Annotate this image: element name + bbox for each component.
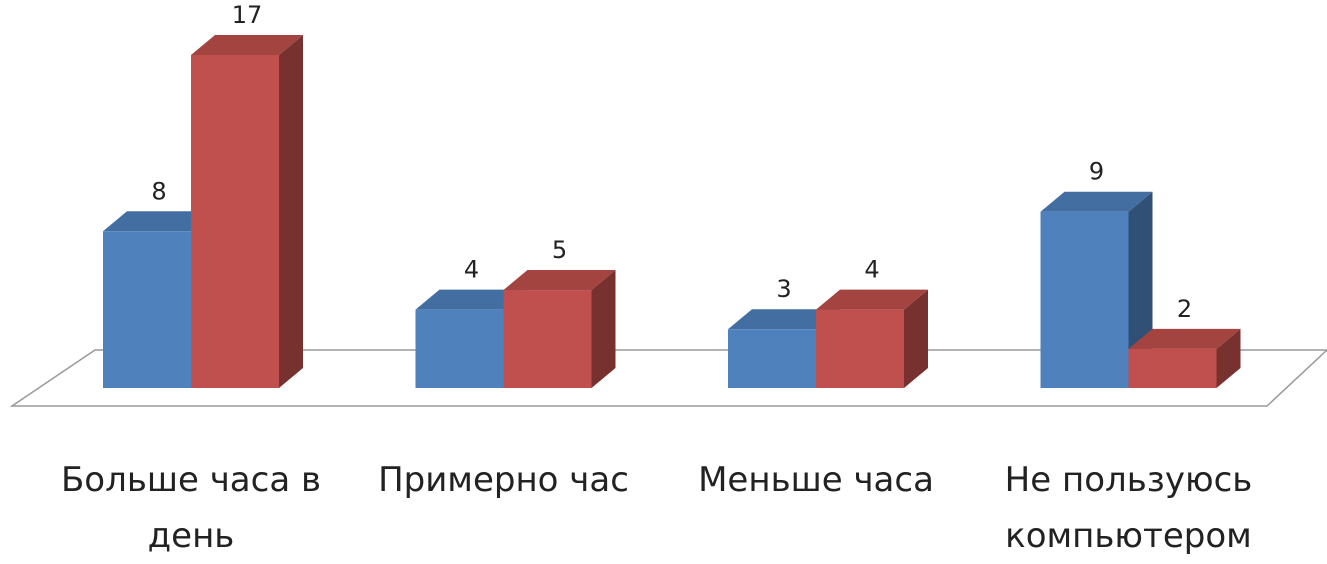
bar-top <box>728 309 840 330</box>
value-label: 9 <box>1089 158 1104 186</box>
bar <box>816 289 928 388</box>
bar <box>415 289 528 388</box>
bar-front <box>415 309 504 388</box>
bar-top <box>1040 191 1153 212</box>
value-label: 2 <box>1177 295 1192 323</box>
bar-side <box>904 289 928 388</box>
bar <box>191 35 303 388</box>
value-label: 4 <box>464 256 479 284</box>
x-tick-label: Меньше часа <box>698 460 934 500</box>
value-label: 5 <box>552 236 567 264</box>
bar-front <box>728 329 816 388</box>
bar-top <box>103 211 215 232</box>
value-label: 3 <box>776 275 791 303</box>
bar-side <box>279 35 303 388</box>
value-label: 8 <box>151 177 166 205</box>
value-label: 17 <box>232 1 263 29</box>
bar <box>1128 328 1241 388</box>
bar-front <box>191 55 279 388</box>
bar-front <box>1040 211 1129 388</box>
bar-top <box>1128 328 1241 349</box>
x-tick-label: Не пользуюсь компьютером <box>1004 460 1253 556</box>
bar <box>503 270 616 388</box>
bar-front <box>103 231 191 388</box>
bar-side <box>591 270 616 388</box>
bar-front <box>503 290 592 388</box>
value-label: 4 <box>864 256 879 284</box>
bar <box>1040 191 1153 388</box>
bar-front <box>816 309 904 388</box>
x-tick-label: Больше часа в день <box>60 460 322 556</box>
bar-top <box>191 35 303 55</box>
bar-side <box>1216 328 1241 388</box>
bar-front <box>1128 348 1217 388</box>
bar-top <box>816 289 928 310</box>
bar-top <box>415 289 528 310</box>
x-tick-label: Примерно час <box>378 460 629 500</box>
bar-top <box>503 270 616 291</box>
